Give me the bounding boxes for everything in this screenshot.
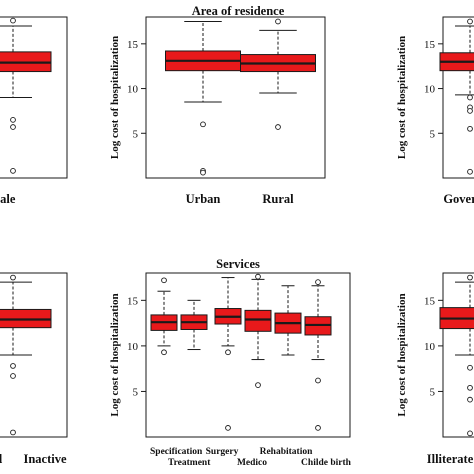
outlier-point (255, 273, 261, 280)
outlier-point (10, 167, 16, 174)
y-tick-label: 15 (127, 295, 139, 307)
box-services-3 (244, 273, 272, 388)
outlier-point (10, 124, 16, 130)
outlier-point (467, 108, 473, 114)
y-tick-label: 15 (127, 39, 139, 51)
outlier-point (161, 277, 167, 284)
x-category-label: Surgery (206, 447, 239, 457)
outlier-point (467, 125, 473, 132)
outlier-point (467, 364, 473, 371)
y-tick-label: 5 (430, 386, 436, 398)
outlier-point (275, 18, 281, 25)
y-tick-label: 5 (133, 386, 139, 398)
plot-frame (0, 272, 68, 438)
x-category-label: Female (0, 192, 16, 206)
plot-frame (442, 272, 474, 438)
outlier-point (255, 382, 261, 388)
outlier-point (225, 349, 231, 356)
y-tick-label: 5 (430, 128, 436, 140)
y-tick-label: 10 (424, 341, 436, 353)
outlier-point (467, 430, 473, 437)
x-category-label: Childe birth (301, 458, 352, 468)
x-category-label: Urban (186, 192, 221, 206)
box-activity-0 (0, 274, 52, 436)
box-services-4 (274, 285, 302, 356)
plot-frame (145, 272, 351, 438)
box-residence-0 (165, 20, 241, 176)
y-axis-label: Log cost of hospitalization (109, 36, 121, 159)
panel-title: Area of residence (192, 4, 285, 18)
box-services-0 (150, 277, 178, 356)
plot-frame (442, 16, 474, 179)
iqr-box (244, 309, 272, 332)
panel-gender: Female (0, 16, 68, 206)
outlier-point (467, 274, 473, 281)
x-category-label: Gover (443, 192, 474, 206)
outlier-point (200, 121, 206, 128)
x-category-label: Medico (237, 458, 267, 468)
x-category-label: Rehabitation (260, 447, 314, 457)
outlier-point (10, 429, 16, 436)
y-axis-label: Log cost of hospitalization (109, 293, 121, 416)
outlier-point (200, 169, 206, 176)
outlier-point (225, 425, 231, 431)
y-tick-label: 15 (424, 39, 436, 51)
box-services-2 (214, 277, 242, 431)
y-tick-label: 10 (127, 84, 139, 96)
outlier-point (10, 363, 16, 369)
panel-title: Services (216, 257, 260, 271)
panel-services: Services Log cost of hospitalization 5 10 15… (109, 257, 352, 468)
panel-governance: Log cost of hospitalization 5 10 15 Gover (396, 16, 474, 206)
outlier-point (10, 373, 16, 379)
outlier-point (467, 396, 473, 403)
outlier-point (315, 377, 321, 384)
panel-literacy: Log cost of hospitalization 5 10 15 Illitera… (396, 272, 474, 466)
x-category-label: Specification (150, 447, 203, 457)
box-literacy-0 (439, 274, 474, 437)
x-category-label: Inactive (23, 452, 67, 466)
outlier-point (315, 279, 321, 285)
outlier-point (467, 18, 473, 25)
box-services-5 (304, 279, 332, 431)
panel-activity: ed Inactive (0, 272, 68, 466)
plot-frame (0, 16, 68, 179)
outlier-point (467, 94, 473, 101)
y-tick-label: 10 (424, 84, 436, 96)
y-tick-label: 10 (127, 341, 139, 353)
outlier-point (315, 425, 321, 431)
x-category-label: Illiterate (427, 452, 474, 466)
y-tick-label: 15 (424, 295, 436, 307)
box-governance-0 (439, 18, 474, 175)
plot-frame (145, 16, 326, 179)
outlier-point (467, 168, 473, 175)
y-axis-label: Log cost of hospitalization (396, 293, 408, 416)
panel-residence: Area of residence Log cost of hospitaliza… (109, 4, 326, 206)
panels-group: Female Area of residence Log cost of hospi… (0, 4, 474, 468)
box-residence-1 (240, 18, 316, 130)
y-axis-label: Log cost of hospitalization (396, 36, 408, 159)
x-category-label: Rural (262, 192, 294, 206)
outlier-point (10, 117, 16, 123)
outlier-point (10, 17, 16, 24)
y-tick-label: 5 (133, 128, 139, 140)
outlier-point (275, 124, 281, 130)
outlier-point (10, 274, 16, 281)
outlier-point (161, 349, 167, 356)
outlier-point (467, 384, 473, 391)
box-gender-0 (0, 17, 52, 174)
box-services-1 (180, 299, 208, 351)
x-category-label: Treatment (168, 458, 211, 468)
x-category-label: ed (0, 452, 2, 466)
